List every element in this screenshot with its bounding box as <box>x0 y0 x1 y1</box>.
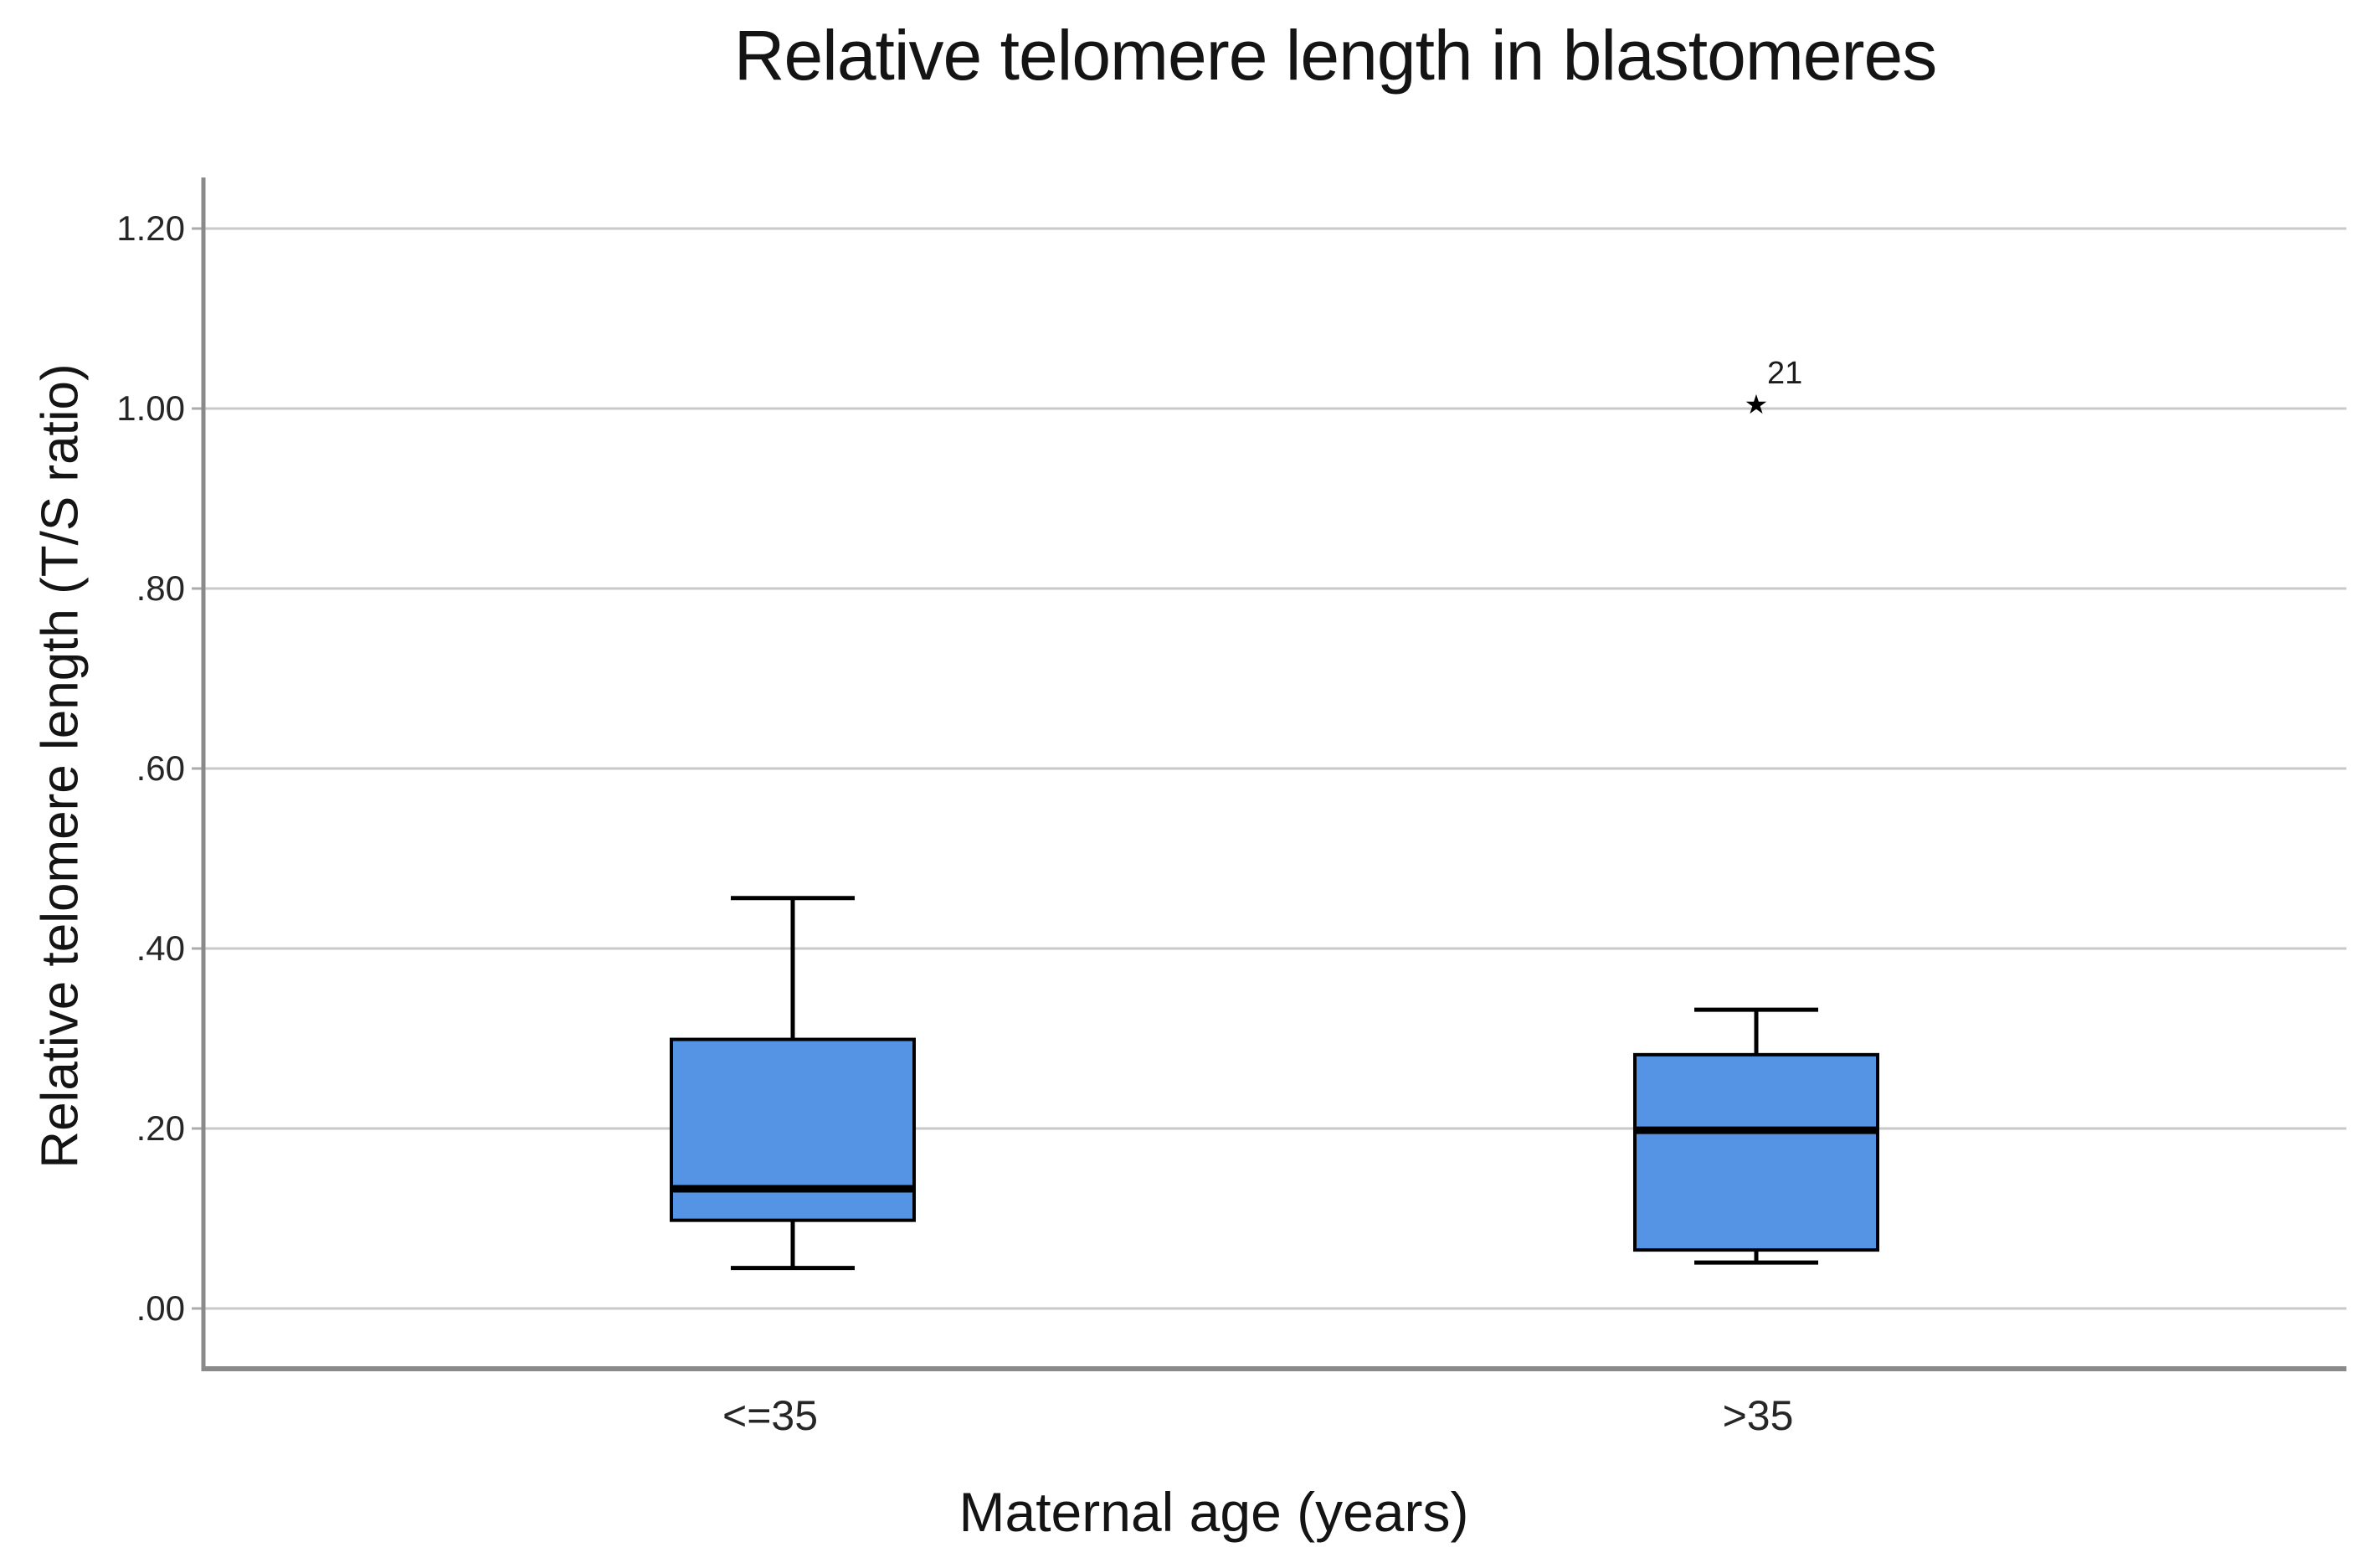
outlier-case-label: 21 <box>1767 355 1803 391</box>
y-tick-label: .80 <box>136 568 185 608</box>
x-axis-title: Maternal age (years) <box>958 1481 1469 1543</box>
y-tick-label: 1.00 <box>116 388 185 428</box>
y-tick-label: .00 <box>136 1288 185 1328</box>
x-category-label-gt35: >35 <box>1722 1392 1794 1439</box>
y-tick-label: .40 <box>136 928 185 968</box>
iqr-box <box>1633 1052 1879 1252</box>
chart-title: Relative telomere length in blastomeres <box>733 16 1937 95</box>
iqr-box <box>670 1037 916 1222</box>
y-tick-label: .20 <box>136 1108 185 1148</box>
y-tick-label: .60 <box>136 748 185 788</box>
y-tick-label: 1.20 <box>116 208 185 248</box>
outlier-star-icon: ★ <box>1744 388 1769 419</box>
x-category-label-le35: <=35 <box>722 1392 819 1439</box>
